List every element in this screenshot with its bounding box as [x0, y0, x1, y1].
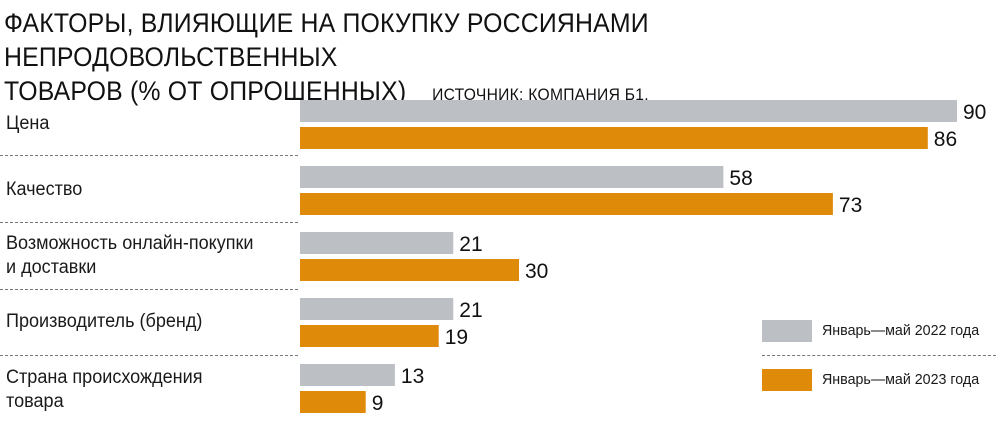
chart-title: ФАКТОРЫ, ВЛИЯЮЩИЕ НА ПОКУПКУ РОССИЯНАМИ …	[4, 6, 915, 112]
legend-swatch-2022	[762, 320, 812, 342]
bar-country-2023	[300, 391, 366, 413]
category-label-quality: Качество	[6, 178, 82, 202]
bar-price-2023	[300, 127, 928, 149]
chart-title-line1: ФАКТОРЫ, ВЛИЯЮЩИЕ НА ПОКУПКУ РОССИЯНАМИ …	[4, 8, 649, 72]
category-label-country-line1: Страна происхождения	[6, 367, 203, 388]
legend-label-2022: Январь—май 2022 года	[822, 322, 980, 339]
row-divider	[0, 155, 298, 156]
row-divider	[0, 289, 298, 290]
category-label-brand-line1: Производитель (бренд)	[6, 311, 203, 332]
bar-country-2022	[300, 364, 395, 386]
legend-label-2023: Январь—май 2023 года	[822, 371, 980, 388]
legend-swatch-2023	[762, 369, 812, 391]
category-label-country: Страна происхождения товара	[6, 366, 203, 414]
value-label-country-2022: 13	[401, 365, 424, 388]
bar-online-2022	[300, 232, 454, 254]
category-label-country-line2: товара	[6, 391, 64, 412]
value-label-price-2022: 90	[963, 101, 986, 124]
value-label-quality-2023: 73	[839, 194, 862, 217]
value-label-brand-2022: 21	[459, 299, 482, 322]
bar-brand-2022	[300, 298, 454, 320]
value-label-online-2023: 30	[525, 260, 548, 283]
category-label-quality-line1: Качество	[6, 179, 83, 200]
value-label-online-2022: 21	[459, 233, 482, 256]
value-label-price-2023: 86	[934, 128, 957, 151]
row-divider	[0, 355, 298, 356]
category-label-brand: Производитель (бренд)	[6, 310, 202, 334]
value-label-country-2023: 9	[372, 392, 384, 415]
category-label-online-line1: Возможность онлайн-покупки	[6, 233, 254, 254]
chart-source: ИСТОЧНИК: КОМПАНИЯ Б1.	[432, 85, 649, 104]
category-label-price-line1: Цена	[6, 113, 50, 134]
bar-price-2022	[300, 100, 957, 122]
category-label-price: Цена	[6, 112, 49, 136]
bar-brand-2023	[300, 325, 439, 347]
row-divider	[0, 222, 298, 223]
category-label-online-line2: и доставки	[6, 257, 97, 278]
value-label-brand-2023: 19	[445, 326, 468, 349]
value-label-quality-2022: 58	[729, 167, 752, 190]
category-label-online: Возможность онлайн-покупки и доставки	[6, 232, 254, 280]
bar-quality-2022	[300, 166, 724, 188]
bar-online-2023	[300, 259, 519, 281]
bar-quality-2023	[300, 193, 833, 215]
legend-divider	[762, 355, 996, 356]
